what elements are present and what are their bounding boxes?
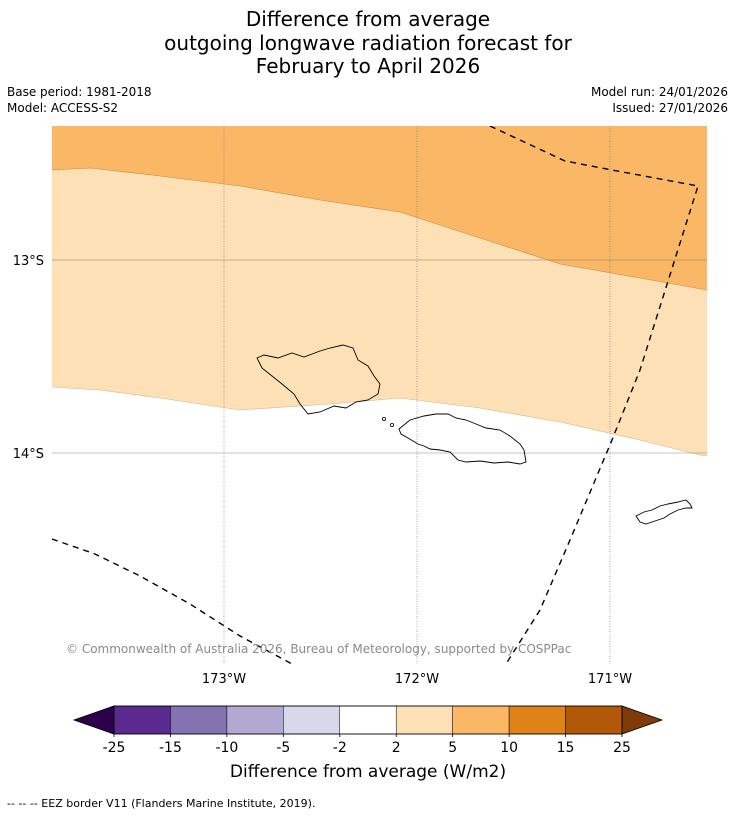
colorbar-tick-label: -25 [103,740,126,756]
colorbar-under-arrow [72,705,115,735]
eez-border-southwest [52,538,293,664]
colorbar-tick-label: 2 [392,740,401,756]
lon-label-173w: 173°W [202,672,246,687]
copyright-notice: © Commonwealth of Australia 2026, Bureau… [66,642,571,656]
colorbar-segment [170,705,228,735]
contour-5 [52,167,707,291]
eez-legend: -- -- -- EEZ border V11 (Flanders Marine… [7,797,316,810]
model-run: Model run: 24/01/2026 [590,85,728,99]
apolima-island [381,416,386,421]
map-area [52,126,707,664]
colorbar-tick-label: 10 [500,740,518,756]
map-title: Difference from average outgoing longwav… [0,7,736,79]
contour-2 [52,386,707,457]
colorbar-tick-label: -2 [333,740,347,756]
lat-label-13s: 13°S [13,254,44,269]
issued-date: Issued: 27/01/2026 [612,101,728,115]
colorbar-segment [508,705,566,735]
colorbar-segment [113,705,171,735]
colorbar-tick-label: -15 [159,740,182,756]
model-info: Base period: 1981-2018 Model: ACCESS-S2 [7,84,152,116]
colorbar-segment [339,705,397,735]
manono-island [389,422,394,427]
colorbar-tick-label: -5 [276,740,290,756]
lon-label-171w: 171°W [588,672,632,687]
title-line-3: February to April 2026 [255,54,481,78]
colorbar: -25 -15 -10 -5 -2 2 5 10 15 25 [72,705,664,756]
colorbar-frame [113,705,623,735]
colorbar-tick-label: 25 [613,740,631,756]
colorbar-segment [565,705,623,735]
title-line-1: Difference from average [245,7,491,31]
colorbar-tick-label: -10 [215,740,238,756]
upolu-island [398,413,527,465]
colorbar-segment [283,705,341,735]
colorbar-over-arrow [621,705,664,735]
run-info: Model run: 24/01/2026 Issued: 27/01/2026 [591,84,728,116]
tutuila-island [635,499,693,525]
colorbar-tick-label: 5 [448,740,457,756]
eez-border-north [489,126,699,664]
anomaly-band-5-10 [52,126,707,290]
colorbar-segment [226,705,284,735]
colorbar-segment [452,705,510,735]
model-name: Model: ACCESS-S2 [7,101,119,115]
colorbar-label: Difference from average (W/m2) [229,762,507,782]
colorbar-segment [395,705,453,735]
savaii-island [256,344,381,415]
colorbar-tick-label: 15 [557,740,575,756]
title-line-2: outgoing longwave radiation forecast for [164,30,572,55]
base-period: Base period: 1981-2018 [7,85,152,99]
lat-label-14s: 14°S [13,447,44,462]
lon-label-172w: 172°W [395,672,439,687]
